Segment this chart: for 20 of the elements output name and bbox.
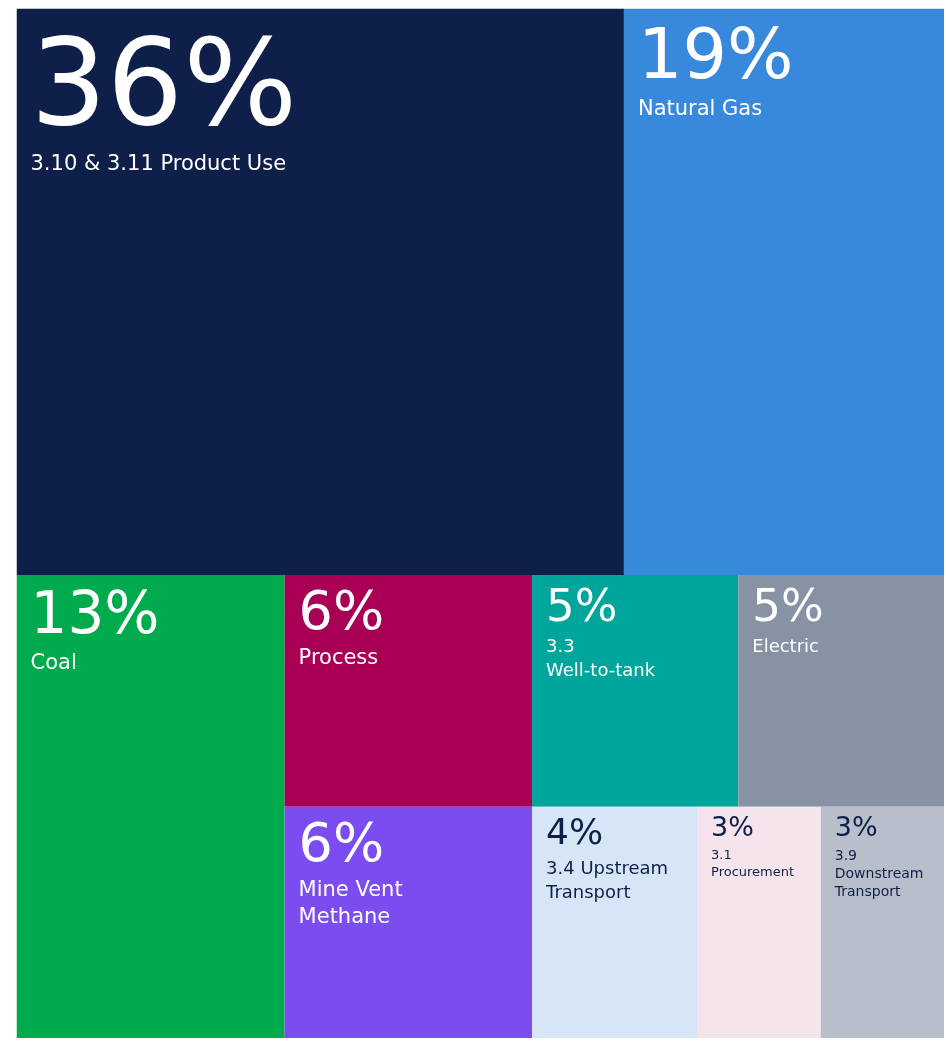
- category-label: Electric: [752, 634, 819, 656]
- data-label: 19%: [637, 12, 794, 95]
- category-label: Coal: [30, 649, 77, 674]
- data-label: 13%: [30, 579, 160, 647]
- data-label: 3%: [834, 810, 878, 842]
- category-label: Mine Vent Methane: [298, 876, 403, 929]
- data-label: 6%: [298, 810, 385, 874]
- category-label: Process: [298, 644, 379, 669]
- data-label: 4%: [546, 810, 604, 852]
- category-label: 3.3 Well-to-tank: [546, 634, 656, 681]
- data-label: 36%: [30, 12, 298, 152]
- category-label: 3.4 Upstream Transport: [545, 856, 669, 902]
- category-label: Natural Gas: [637, 96, 763, 121]
- data-label: 5%: [752, 579, 824, 632]
- category-label: 3.10 & 3.11 Product Use: [30, 150, 287, 175]
- category-label: 3.9 Downstream Transport: [833, 846, 924, 900]
- data-label: 5%: [546, 579, 618, 632]
- category-label: 3.1 Procurement: [711, 846, 795, 879]
- data-label: 6%: [298, 579, 385, 642]
- data-label: 3%: [711, 810, 754, 842]
